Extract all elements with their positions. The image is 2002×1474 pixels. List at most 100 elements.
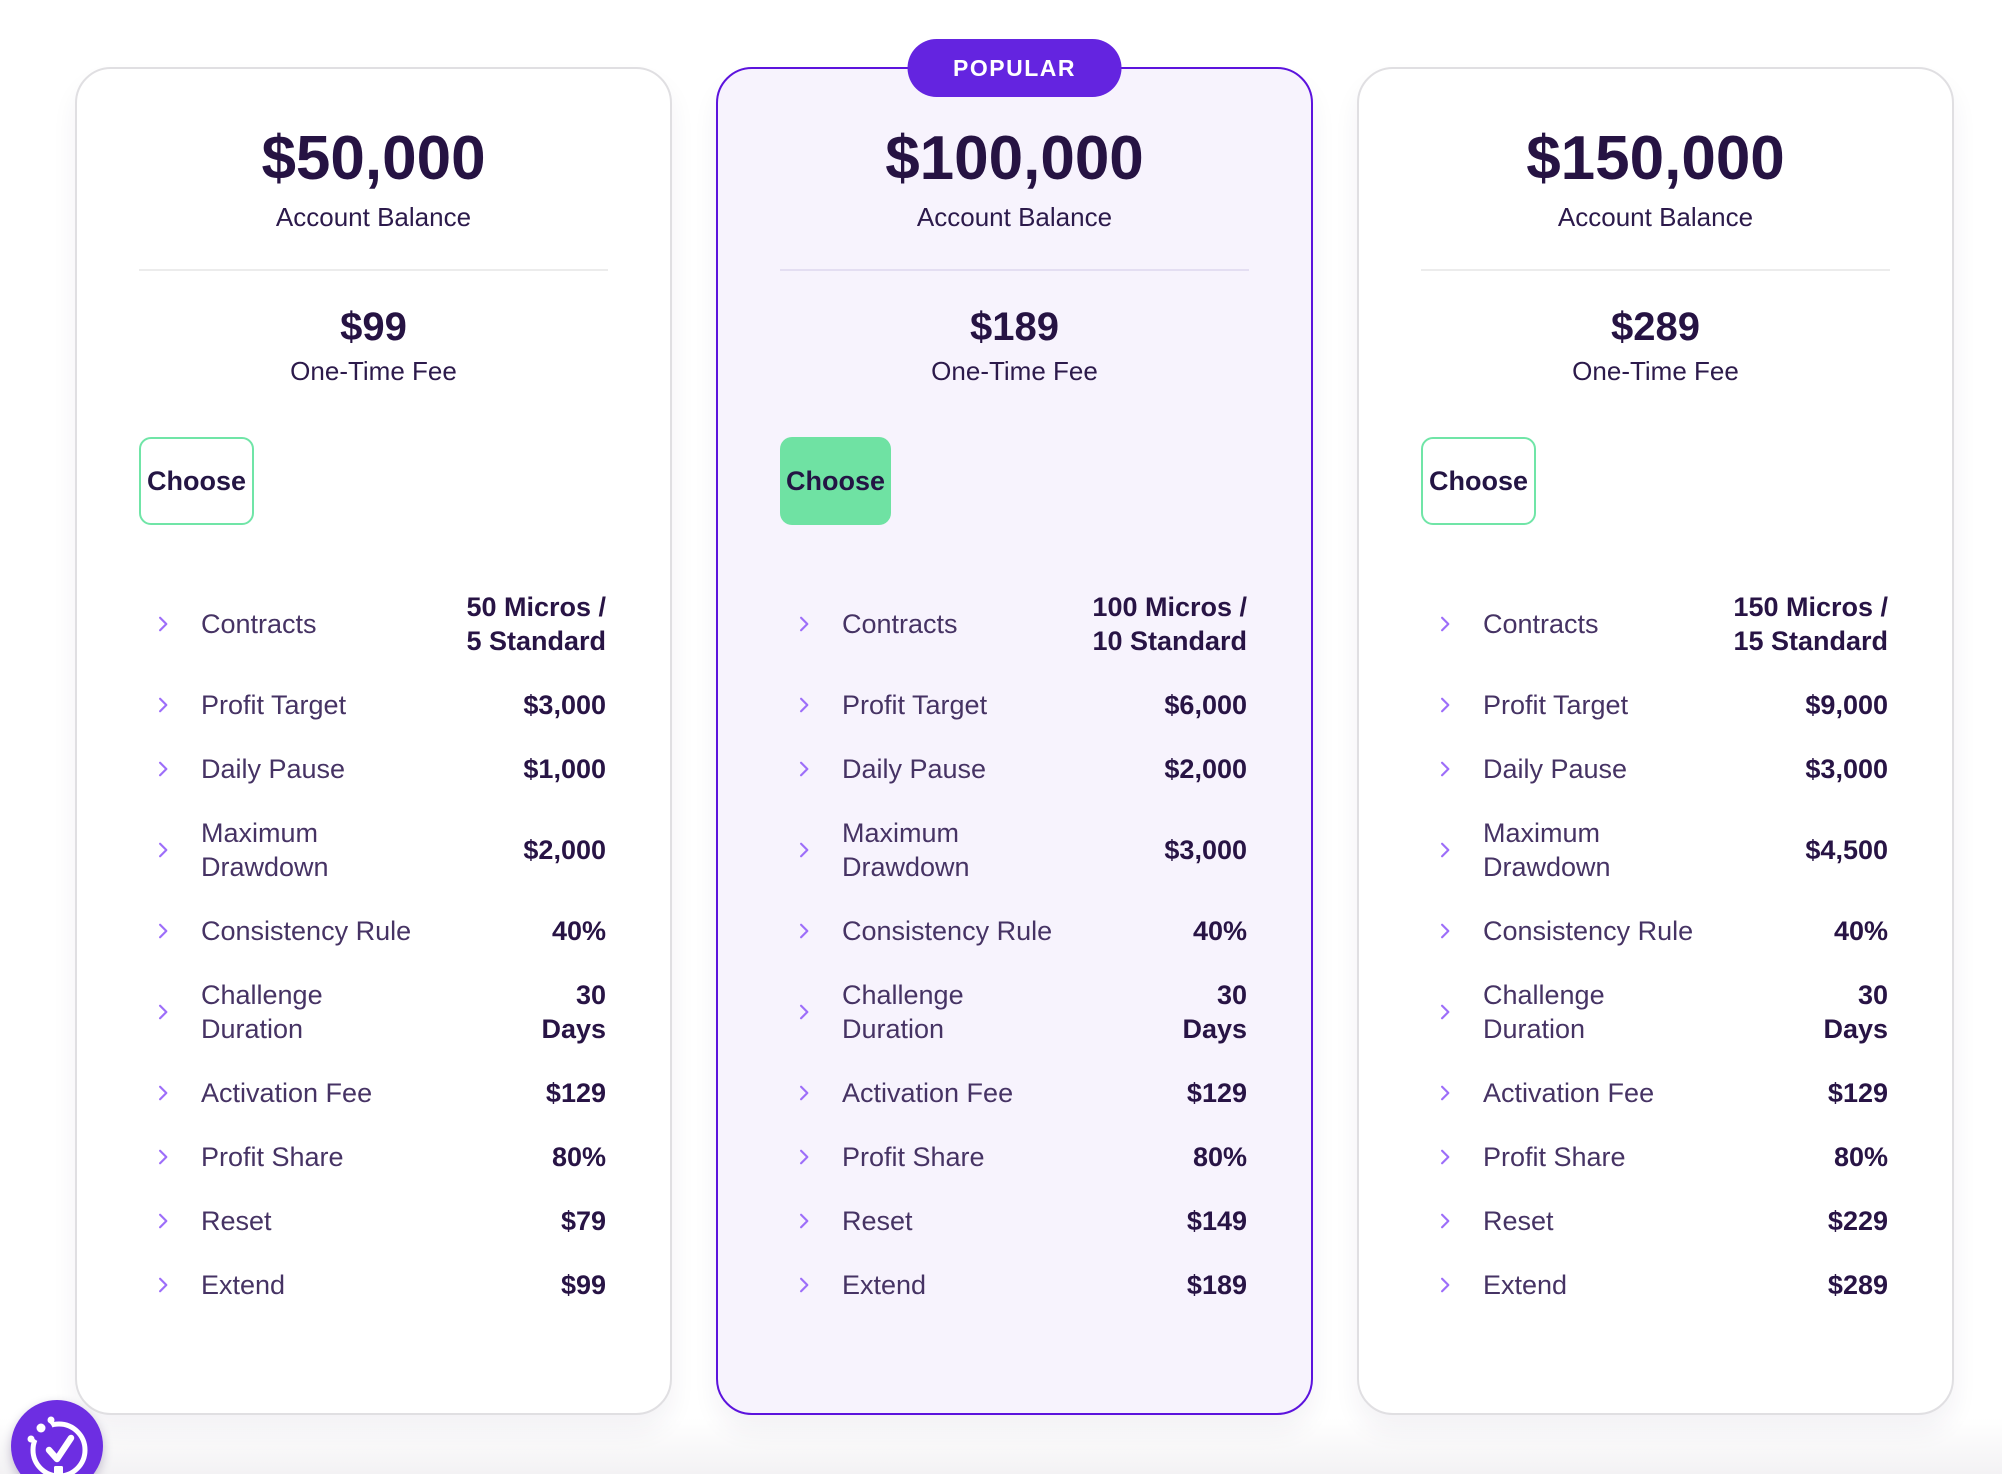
feature-value: 40% (551, 916, 606, 947)
feature-row-reset[interactable]: Reset $79 (153, 1189, 606, 1253)
cookie-icon (12, 1401, 102, 1474)
chevron-right-icon (800, 923, 809, 939)
feature-row-extend[interactable]: Extend $289 (1435, 1253, 1888, 1317)
plan-fee: $289 (1611, 305, 1700, 350)
feature-row-profit-share[interactable]: Profit Share 80% (794, 1125, 1247, 1189)
feature-label: Challenge Duration (842, 980, 964, 1045)
feature-label: Profit Target (201, 690, 347, 721)
feature-value: $129 (1186, 1078, 1247, 1109)
chevron-right-icon (800, 1277, 809, 1293)
feature-row-extend[interactable]: Extend $189 (794, 1253, 1247, 1317)
chevron-right-icon (800, 1149, 809, 1165)
feature-row-consistency-rule[interactable]: Consistency Rule 40% (794, 899, 1247, 963)
plan-fee: $189 (970, 305, 1059, 350)
choose-button[interactable]: Choose (139, 437, 255, 526)
feature-value: 100 Micros / 10 Standard (1092, 592, 1247, 657)
pricing-cards: $50,000 Account Balance $99 One-Time Fee… (75, 39, 1954, 1415)
feature-row-maximum-drawdown[interactable]: Maximum Drawdown $2,000 (153, 801, 606, 899)
feature-row-extend[interactable]: Extend $99 (153, 1253, 606, 1317)
feature-row-maximum-drawdown[interactable]: Maximum Drawdown $4,500 (1435, 801, 1888, 899)
feature-row-activation-fee[interactable]: Activation Fee $129 (1435, 1061, 1888, 1125)
chevron-right-icon (1441, 923, 1450, 939)
feature-label: Activation Fee (201, 1078, 373, 1109)
feature-row-reset[interactable]: Reset $149 (794, 1189, 1247, 1253)
chevron-right-icon (1441, 761, 1450, 777)
chevron-right-icon (800, 1085, 809, 1101)
feature-row-contracts[interactable]: Contracts 100 Micros / 10 Standard (794, 575, 1247, 673)
chevron-right-icon (800, 1213, 809, 1229)
feature-row-challenge-duration[interactable]: Challenge Duration 30 Days (153, 963, 606, 1061)
chevron-right-icon (800, 761, 809, 777)
fee-caption: One-Time Fee (290, 356, 457, 387)
feature-label: Challenge Duration (201, 980, 323, 1045)
chevron-right-icon (1441, 616, 1450, 632)
fee-caption: One-Time Fee (1572, 356, 1739, 387)
feature-value: $3,000 (1805, 754, 1888, 785)
feature-row-daily-pause[interactable]: Daily Pause $3,000 (1435, 737, 1888, 801)
feature-row-contracts[interactable]: Contracts 50 Micros / 5 Standard (153, 575, 606, 673)
feature-row-activation-fee[interactable]: Activation Fee $129 (153, 1061, 606, 1125)
chevron-right-icon (800, 842, 809, 858)
plan-card-100k: POPULAR $100,000 Account Balance $189 On… (716, 39, 1313, 1415)
feature-row-consistency-rule[interactable]: Consistency Rule 40% (1435, 899, 1888, 963)
divider (780, 269, 1249, 272)
feature-value: $1,000 (523, 754, 606, 785)
feature-row-profit-share[interactable]: Profit Share 80% (1435, 1125, 1888, 1189)
chevron-right-icon (159, 1149, 168, 1165)
chevron-right-icon (159, 1004, 168, 1020)
feature-row-daily-pause[interactable]: Daily Pause $1,000 (153, 737, 606, 801)
feature-value: 80% (1192, 1142, 1247, 1173)
feature-value: $149 (1186, 1206, 1247, 1237)
feature-row-challenge-duration[interactable]: Challenge Duration 30 Days (794, 963, 1247, 1061)
feature-row-profit-target[interactable]: Profit Target $9,000 (1435, 673, 1888, 737)
chevron-right-icon (1441, 1213, 1450, 1229)
plan-card-150k: $150,000 Account Balance $289 One-Time F… (1357, 67, 1954, 1415)
chevron-right-icon (159, 616, 168, 632)
feature-value: 30 Days (1823, 980, 1888, 1045)
feature-row-profit-target[interactable]: Profit Target $6,000 (794, 673, 1247, 737)
feature-value: $289 (1827, 1270, 1888, 1301)
feature-row-reset[interactable]: Reset $229 (1435, 1189, 1888, 1253)
feature-value: 80% (551, 1142, 606, 1173)
feature-value: $79 (560, 1206, 606, 1237)
popular-badge: POPULAR (907, 39, 1122, 97)
feature-row-profit-target[interactable]: Profit Target $3,000 (153, 673, 606, 737)
plan-balance: $50,000 (261, 124, 486, 193)
feature-value: $99 (560, 1270, 606, 1301)
feature-label: Maximum Drawdown (842, 818, 970, 883)
feature-row-daily-pause[interactable]: Daily Pause $2,000 (794, 737, 1247, 801)
feature-label: Daily Pause (842, 754, 987, 785)
feature-value: 40% (1833, 916, 1888, 947)
feature-value: 30 Days (541, 980, 606, 1045)
feature-label: Reset (201, 1206, 272, 1237)
feature-value: 50 Micros / 5 Standard (466, 592, 606, 657)
chevron-right-icon (1441, 1085, 1450, 1101)
feature-row-contracts[interactable]: Contracts 150 Micros / 15 Standard (1435, 575, 1888, 673)
feature-list: Contracts 50 Micros / 5 Standard Profit … (77, 575, 670, 1317)
balance-caption: Account Balance (275, 202, 472, 233)
feature-label: Contracts (842, 609, 958, 640)
feature-row-consistency-rule[interactable]: Consistency Rule 40% (153, 899, 606, 963)
feature-value: $229 (1827, 1206, 1888, 1237)
feature-label: Reset (1483, 1206, 1554, 1237)
feature-label: Contracts (201, 609, 317, 640)
feature-value: $9,000 (1805, 690, 1888, 721)
feature-label: Daily Pause (1483, 754, 1628, 785)
feature-row-profit-share[interactable]: Profit Share 80% (153, 1125, 606, 1189)
choose-button[interactable]: Choose (780, 437, 892, 526)
feature-value: $6,000 (1164, 690, 1247, 721)
cookie-consent-button[interactable] (11, 1400, 103, 1474)
feature-label: Extend (201, 1270, 286, 1301)
divider (1421, 269, 1890, 272)
feature-row-maximum-drawdown[interactable]: Maximum Drawdown $3,000 (794, 801, 1247, 899)
feature-label: Profit Target (842, 690, 988, 721)
feature-row-activation-fee[interactable]: Activation Fee $129 (794, 1061, 1247, 1125)
feature-label: Activation Fee (842, 1078, 1014, 1109)
plan-balance: $100,000 (885, 124, 1144, 193)
plan-fee: $99 (340, 305, 407, 350)
chevron-right-icon (159, 842, 168, 858)
feature-row-challenge-duration[interactable]: Challenge Duration 30 Days (1435, 963, 1888, 1061)
choose-button[interactable]: Choose (1421, 437, 1537, 526)
feature-label: Reset (842, 1206, 913, 1237)
